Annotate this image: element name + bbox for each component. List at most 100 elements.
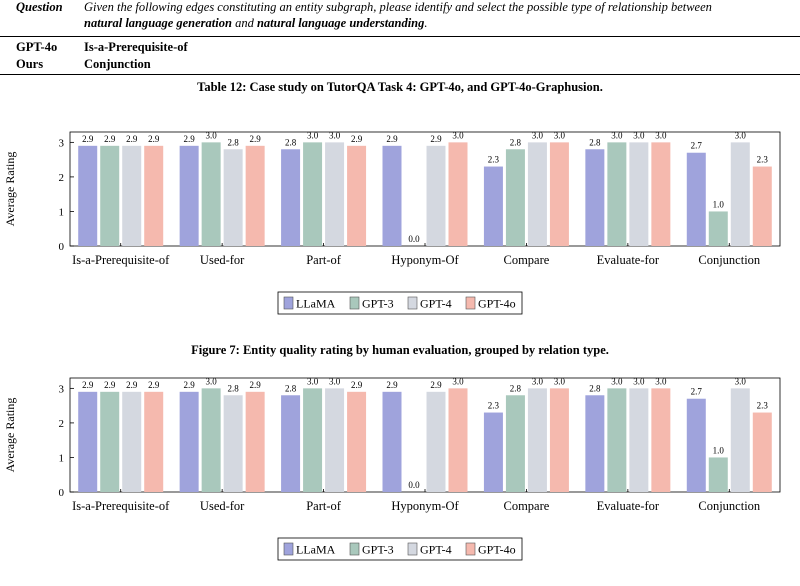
bar-value-label: 2.9	[184, 380, 196, 390]
bar-value-label: 2.9	[351, 134, 363, 144]
x-tick-label: Hyponym-Of	[391, 499, 459, 513]
legend-label: GPT-3	[362, 543, 394, 557]
bar-gpt-4	[223, 395, 243, 492]
bar-llama	[281, 149, 301, 246]
bar-value-label: 2.3	[757, 155, 769, 165]
bar-value-label: 3.0	[307, 376, 319, 386]
bar-gpt-4o	[347, 391, 367, 492]
bar-gpt-4	[426, 145, 446, 246]
plot-frame	[69, 131, 781, 247]
bar-value-label: 3.0	[452, 376, 464, 386]
bar-gpt-4	[527, 142, 547, 246]
bar-gpt-3	[505, 149, 525, 246]
legend-box	[277, 537, 523, 561]
question-entity-1: natural language generation	[84, 16, 232, 30]
x-tick-label: Is-a-Prerequisite-of	[72, 499, 170, 513]
bar-gpt-4o	[448, 142, 468, 246]
bar-value-label: 3.0	[735, 130, 747, 140]
bar-value-label: 2.9	[351, 380, 363, 390]
bar-gpt-3	[607, 142, 627, 246]
bar-llama	[585, 149, 605, 246]
y-tick-label: 3	[59, 137, 65, 149]
legend-swatch-gpt-4o	[465, 542, 476, 556]
bar-gpt-3	[303, 388, 323, 492]
bar-value-label: 2.8	[589, 137, 601, 147]
bar-value-label: 3.0	[655, 376, 667, 386]
bar-gpt-4	[325, 142, 345, 246]
bar-gpt-4o	[549, 142, 569, 246]
bar-value-label: 3.0	[735, 376, 747, 386]
table-caption: Table 12: Case study on TutorQA Task 4: …	[197, 80, 603, 94]
x-tick-label: Conjunction	[698, 499, 761, 513]
bar-value-label: 2.9	[250, 380, 262, 390]
legend-swatch-gpt-3	[349, 296, 360, 310]
bar-gpt-4o	[245, 391, 265, 492]
bar-gpt-3	[201, 388, 221, 492]
bar-gpt-3	[303, 142, 323, 246]
bar-value-label: 2.8	[589, 383, 601, 393]
bar-value-label: 2.9	[104, 134, 116, 144]
bar-gpt-4	[122, 145, 142, 246]
bar-value-label: 3.0	[329, 376, 341, 386]
bar-value-label: 3.0	[532, 130, 544, 140]
y-axis-label: Average Rating	[3, 398, 17, 473]
bar-gpt-4	[629, 142, 649, 246]
legend-label: LLaMA	[296, 297, 336, 311]
y-tick-label: 0	[59, 241, 65, 253]
bar-value-label: 2.8	[228, 383, 240, 393]
bar-value-label: 2.9	[386, 134, 398, 144]
bar-value-label: 3.0	[206, 376, 218, 386]
bar-gpt-3	[505, 395, 525, 492]
legend-swatch-llama	[283, 542, 294, 556]
y-tick-label: 3	[59, 383, 65, 395]
bar-llama	[78, 391, 98, 492]
bar-llama	[483, 412, 503, 492]
bar-value-label: 3.0	[611, 130, 623, 140]
question-label: Question	[16, 0, 63, 14]
bar-gpt-3	[708, 211, 728, 246]
legend-swatch-gpt-4	[407, 296, 418, 310]
row1-label: GPT-4o	[16, 40, 58, 54]
bar-gpt-4o	[651, 142, 671, 246]
y-tick-label: 2	[59, 172, 65, 184]
bar-value-label: 2.9	[104, 380, 116, 390]
bar-gpt-4o	[144, 391, 164, 492]
bar-gpt-4o	[144, 145, 164, 246]
bar-value-label: 3.0	[633, 130, 645, 140]
bar-chart-1: 0 1 2 3 Average Rating 2.9 2.9 2.9 2.9 Is-a-Prere…	[3, 130, 781, 315]
bar-value-label: 2.9	[250, 134, 262, 144]
bar-gpt-4o	[245, 145, 265, 246]
bar-gpt-4	[122, 391, 142, 492]
bar-gpt-4o	[549, 388, 569, 492]
figure-caption: Figure 7: Entity quality rating by human…	[191, 343, 609, 357]
bar-value-label: 2.8	[285, 137, 297, 147]
x-tick-label: Used-for	[200, 499, 245, 513]
row2-label: Ours	[16, 57, 44, 71]
x-tick-label: Compare	[504, 499, 550, 513]
bar-value-label: 1.0	[713, 199, 725, 209]
bar-value-label: 2.9	[184, 134, 196, 144]
bar-gpt-4	[223, 149, 243, 246]
bar-value-label: 3.0	[307, 130, 319, 140]
legend-swatch-gpt-4o	[465, 296, 476, 310]
bar-llama	[179, 145, 199, 246]
x-tick-label: Compare	[504, 253, 550, 267]
bar-value-label: 0.0	[408, 480, 420, 490]
y-tick-label: 1	[59, 206, 65, 218]
bar-gpt-4o	[752, 166, 772, 246]
bar-gpt-4	[730, 388, 750, 492]
bar-value-label: 3.0	[554, 376, 566, 386]
y-axis-label: Average Rating	[3, 152, 17, 227]
bar-value-label: 2.9	[82, 134, 94, 144]
table-bottom-rule	[0, 74, 800, 75]
y-tick-label: 1	[59, 452, 65, 464]
bar-gpt-3	[607, 388, 627, 492]
x-tick-label: Part-of	[306, 499, 342, 513]
bar-value-label: 2.8	[285, 383, 297, 393]
bar-gpt-4o	[347, 145, 367, 246]
bar-value-label: 1.0	[713, 445, 725, 455]
bar-gpt-4	[527, 388, 547, 492]
bar-value-label: 2.9	[126, 134, 138, 144]
x-tick-label: Conjunction	[698, 253, 761, 267]
bar-value-label: 3.0	[554, 130, 566, 140]
